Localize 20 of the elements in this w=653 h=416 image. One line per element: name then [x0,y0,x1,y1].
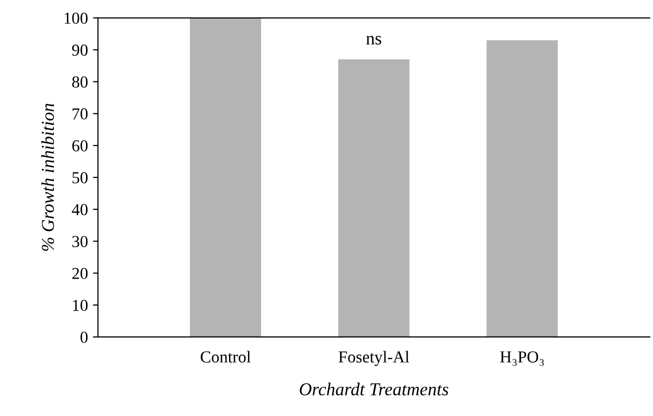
x-tick-label: H₃PO₃ [500,351,544,366]
y-tick-label: 40 [72,204,88,216]
x-tick-label: Fosetyl-Al [338,350,410,366]
y-tick-label: 50 [72,172,88,184]
y-tick-label: 90 [72,44,88,56]
y-tick-label: 60 [72,140,88,152]
y-tick-label: 20 [72,268,88,280]
y-tick-label: 10 [73,300,88,311]
bar [486,40,558,337]
y-tick-label: 0 [80,332,88,343]
bar [338,59,410,337]
annotation: ns [366,36,382,45]
y-tick-label: 80 [72,76,88,88]
x-axis-title: Orchardt Treatments [300,382,448,396]
y-tick-label: 100 [64,12,88,24]
y-axis-title: % Growth inhibition [41,104,54,251]
bar [190,18,262,337]
x-tick-label: Control [200,350,251,363]
y-tick-label: 70 [72,108,88,120]
y-tick-label: 30 [72,236,88,248]
